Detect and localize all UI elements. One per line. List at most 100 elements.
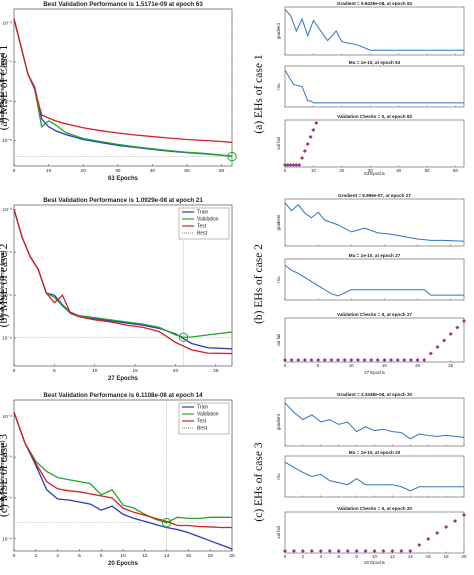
x-tick-label: 2 <box>34 553 37 559</box>
mse3-plot: Best Validation Performance is 6.1108e-0… <box>0 392 235 567</box>
x-tick-label: 40 <box>150 168 156 174</box>
x-tick-label: 10 <box>120 553 126 559</box>
mu-panel: Mu = 1e-10, at epoch 63 mu <box>276 60 465 108</box>
series-line-test <box>13 412 232 529</box>
val-fail-point <box>448 331 453 337</box>
val-fail-point <box>296 357 301 363</box>
val-fail-point <box>389 357 394 363</box>
axes-frame <box>284 119 465 168</box>
val-fail-point <box>444 524 449 530</box>
gradient-y-label: gradient <box>276 214 281 231</box>
x-tick-label: 20 <box>173 368 179 374</box>
x-tick-label: 12 <box>142 553 148 559</box>
axes-frame <box>284 455 465 498</box>
eh-x-axis-label: 27 Epochs <box>364 370 386 375</box>
x-axis-label: 27 Epochs <box>108 376 139 382</box>
gradient-line <box>284 202 465 242</box>
legend-label: Validation <box>197 217 219 223</box>
panel-side-label: (b) MSE of case 2 <box>0 243 10 327</box>
legend-label: Test <box>197 224 207 230</box>
x-tick-label: 14 <box>408 554 413 559</box>
x-axis-label: 20 Epochs <box>108 561 139 567</box>
y-tick-label: 10⁻⁴ <box>2 60 12 66</box>
x-tick-label: 60 <box>219 168 225 174</box>
val-fail-point <box>297 162 302 168</box>
val-fail-point <box>435 530 440 536</box>
val-fail-point <box>302 357 307 363</box>
val-fail-point <box>327 548 332 554</box>
legend-label: Best <box>197 231 208 237</box>
y-tick-label: 10⁻⁶ <box>2 293 12 299</box>
val-fail-point <box>417 542 422 548</box>
checks-y-label: val fail <box>276 526 281 538</box>
x-tick-label: 18 <box>444 554 449 559</box>
axes-frame <box>284 511 465 554</box>
x-tick-label: 15 <box>382 363 387 368</box>
x-tick-label: 8 <box>355 554 358 559</box>
mu-line <box>284 69 464 104</box>
y-tick-label: 10⁻² <box>3 20 13 26</box>
legend-label: Validation <box>197 412 219 418</box>
panel-side-label: (a) EHs of case 1 <box>253 54 265 133</box>
x-tick-label: 10 <box>349 363 354 368</box>
checks-y-label: val fail <box>276 137 281 149</box>
x-tick-label: 18 <box>208 553 214 559</box>
val-fail-point <box>362 357 367 363</box>
val-fail-point <box>442 338 447 343</box>
mse2-plot: Best Validation Performance is 1.0929e-0… <box>0 197 233 382</box>
x-tick-label: 20 <box>339 168 344 173</box>
val-fail-point <box>381 548 386 554</box>
mu-title: Mu = 1e-10, at epoch 63 <box>349 60 401 65</box>
val-fail-point <box>422 357 427 363</box>
gradient-panel: Gradient = 9.996e-07, at epoch 27 gradien… <box>276 193 465 247</box>
x-tick-label: 10 <box>372 554 377 559</box>
x-tick-label: 6 <box>337 554 340 559</box>
val-fail-point <box>291 162 296 168</box>
gradient-panel: Gradient = 9.8428e-08, at epoch 63 gradie… <box>276 1 465 56</box>
val-fail-point <box>294 162 299 168</box>
x-tick-label: 30 <box>115 168 121 174</box>
eh3-plots: Gradient = 3.3348e-06, at epoch 20 gradie… <box>253 392 467 565</box>
mu-y-label: mu <box>276 473 281 480</box>
gradient-line <box>284 402 465 440</box>
gradient-y-label: gradient <box>276 22 281 39</box>
axes-frame <box>284 6 465 56</box>
checks-title: Validation Checks = 0, at epoch 63 <box>337 114 412 119</box>
chart-title: Best Validation Performance is 1.0929e-0… <box>43 197 203 204</box>
gradient-title: Gradient = 9.8428e-08, at epoch 63 <box>337 1 413 6</box>
best-marker <box>161 517 172 528</box>
val-fail-point <box>336 357 341 363</box>
y-tick-label: 10⁻⁴ <box>2 455 12 461</box>
val-fail-point <box>291 548 296 554</box>
x-tick-label: 0 <box>284 363 287 368</box>
gradient-panel: Gradient = 3.3348e-06, at epoch 20 gradie… <box>276 392 465 447</box>
val-fail-point <box>308 134 313 140</box>
legend-frame <box>178 402 230 435</box>
checks-panel: Validation Checks = 6, at epoch 27 val fa… <box>276 312 467 368</box>
val-fail-point <box>453 518 458 524</box>
val-fail-point <box>428 351 433 356</box>
series-line-validation <box>13 412 232 524</box>
val-fail-point <box>309 548 314 554</box>
y-tick-label: 10⁻⁸ <box>2 336 12 342</box>
x-tick-label: 50 <box>425 168 430 173</box>
panel-side-label: (b) EHs of case 2 <box>253 244 265 324</box>
best-marker <box>227 151 237 162</box>
legend-label: Train <box>197 405 208 411</box>
val-fail-point <box>402 357 407 363</box>
y-tick-label: 10⁻⁸ <box>2 536 12 542</box>
x-tick-label: 14 <box>164 553 170 559</box>
x-tick-label: 5 <box>53 368 56 374</box>
checks-y-label: val fail <box>276 334 281 346</box>
checks-title: Validation Checks = 6, at epoch 27 <box>337 312 412 317</box>
val-fail-point <box>399 548 404 554</box>
val-fail-point <box>314 120 319 126</box>
x-tick-label: 20 <box>81 168 87 174</box>
mse1-plot: Best Validation Performance is 1.5171e-0… <box>0 1 237 182</box>
val-fail-point <box>302 148 307 154</box>
mu-panel: Mu = 1e-10, at epoch 27 mu <box>276 253 465 301</box>
series-line-test <box>13 209 233 355</box>
x-tick-label: 40 <box>396 168 401 173</box>
